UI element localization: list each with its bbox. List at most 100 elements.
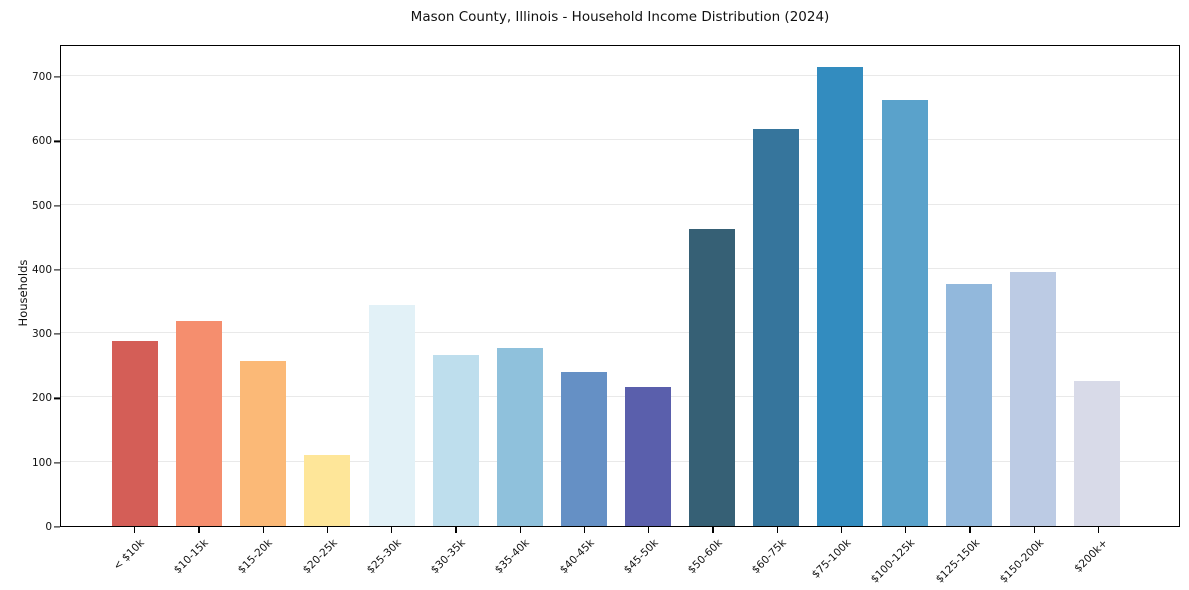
y-axis-label: Households bbox=[16, 259, 30, 327]
x-tick-mark bbox=[583, 527, 586, 533]
bar-slot bbox=[424, 46, 488, 526]
x-tick-mark bbox=[1033, 527, 1035, 533]
y-tick-mark bbox=[54, 76, 60, 78]
y-tick-mark bbox=[54, 140, 60, 142]
y-tick-mark bbox=[54, 526, 60, 528]
x-tick-mark bbox=[198, 527, 200, 533]
gridline bbox=[61, 139, 1179, 141]
y-tick-label: 300 bbox=[31, 328, 52, 341]
y-tick-mark bbox=[54, 462, 60, 464]
x-tick-mark bbox=[712, 527, 714, 533]
y-tick-mark bbox=[54, 205, 60, 207]
x-tick-label: $50-60k bbox=[685, 537, 725, 577]
x-tick-mark bbox=[326, 527, 329, 533]
bar-slot bbox=[295, 46, 359, 526]
bar-$35-40k bbox=[496, 347, 543, 526]
x-tick-label: < $10k bbox=[111, 537, 147, 573]
x-tick-slot: $150-200k bbox=[998, 527, 1066, 587]
bar-$20-25k bbox=[304, 454, 351, 526]
y-tick-label: 600 bbox=[31, 135, 52, 148]
bar-slot bbox=[103, 46, 167, 526]
x-tick-slot: $50-60k bbox=[680, 527, 744, 587]
bar-slot bbox=[873, 46, 937, 526]
bar-slot bbox=[360, 46, 424, 526]
x-tick-mark bbox=[776, 527, 778, 533]
x-tick-slot: $40-45k bbox=[552, 527, 616, 587]
x-tick-slot: $35-40k bbox=[488, 527, 552, 587]
bar-slot bbox=[488, 46, 552, 526]
y-tick-mark bbox=[54, 333, 60, 335]
x-tick-slot: $100-125k bbox=[869, 527, 937, 587]
bar-slot bbox=[552, 46, 616, 526]
x-tick-label: $25-30k bbox=[364, 537, 404, 577]
x-tick-label: $15-20k bbox=[236, 537, 276, 577]
x-tick-slot: < $10k bbox=[102, 527, 166, 587]
x-tick-label: $40-45k bbox=[557, 537, 597, 577]
gridline bbox=[61, 460, 1179, 462]
bar-$75-100k bbox=[817, 67, 864, 526]
bar-slot bbox=[231, 46, 295, 526]
x-tick-mark bbox=[262, 527, 264, 533]
x-tick-label: $100-125k bbox=[869, 537, 918, 586]
bar-$125-150k bbox=[945, 284, 992, 526]
y-tick-label: 500 bbox=[31, 199, 52, 212]
bar-slot bbox=[1065, 46, 1129, 526]
y-tick-label: 700 bbox=[31, 71, 52, 84]
x-tick-label: $45-50k bbox=[621, 537, 661, 577]
x-tick-slot: $60-75k bbox=[745, 527, 809, 587]
x-tick-slot: $25-30k bbox=[359, 527, 423, 587]
bar-$15-20k bbox=[240, 360, 287, 526]
x-tick-label: $20-25k bbox=[300, 537, 340, 577]
gridline bbox=[61, 75, 1179, 77]
chart-title: Mason County, Illinois - Household Incom… bbox=[410, 9, 830, 25]
bar-slot bbox=[167, 46, 231, 526]
plot-area bbox=[60, 45, 1180, 527]
bar-$30-35k bbox=[432, 355, 479, 526]
gridline bbox=[61, 203, 1179, 205]
y-tick-label: 200 bbox=[31, 392, 52, 405]
bar-slot bbox=[1001, 46, 1065, 526]
x-tick-label: $60-75k bbox=[750, 537, 790, 577]
bar-$10-15k bbox=[176, 321, 223, 526]
y-tick-mark bbox=[54, 269, 60, 271]
x-tick-label: $75-100k bbox=[809, 537, 854, 581]
x-tick-label: $30-35k bbox=[428, 537, 468, 577]
bar-slot bbox=[680, 46, 744, 526]
gridline bbox=[61, 396, 1179, 398]
bar-$150-200k bbox=[1009, 271, 1056, 526]
x-tick-label: $35-40k bbox=[493, 537, 533, 577]
bar-slot bbox=[744, 46, 808, 526]
x-tick-slot: $200k+ bbox=[1066, 527, 1130, 587]
bars-group bbox=[61, 46, 1179, 526]
y-tick-mark bbox=[54, 397, 60, 400]
x-tick-label: $10-15k bbox=[171, 537, 211, 577]
bar-$45-50k bbox=[625, 387, 672, 526]
gridline bbox=[61, 267, 1179, 269]
x-tick-mark bbox=[519, 527, 521, 533]
x-tick-mark bbox=[134, 527, 136, 533]
x-tick-mark bbox=[1097, 527, 1100, 533]
x-tick-mark bbox=[969, 527, 971, 533]
bar-slot bbox=[616, 46, 680, 526]
gridline bbox=[61, 332, 1179, 334]
x-tick-label: $150-200k bbox=[997, 537, 1047, 586]
x-tick-slot: $20-25k bbox=[295, 527, 359, 587]
bar-slot bbox=[808, 46, 872, 526]
x-tick-label: $200k+ bbox=[1072, 537, 1111, 575]
bar-$200k+ bbox=[1073, 380, 1120, 526]
y-tick-label: 100 bbox=[31, 456, 52, 469]
x-tick-mark bbox=[840, 527, 843, 533]
x-tick-mark bbox=[455, 527, 457, 533]
bar-$40-45k bbox=[560, 371, 607, 526]
x-tick-slot: $10-15k bbox=[166, 527, 230, 587]
bar-$60-75k bbox=[753, 129, 800, 526]
y-tick-label: 400 bbox=[31, 263, 52, 276]
x-tick-mark bbox=[905, 527, 907, 533]
x-tick-slot: $125-150k bbox=[933, 527, 1001, 587]
x-tick-slot: $15-20k bbox=[231, 527, 295, 587]
bar-$100-125k bbox=[881, 99, 928, 526]
x-tick-mark bbox=[391, 527, 393, 533]
x-tick-mark bbox=[648, 527, 650, 533]
bar-< $10k bbox=[112, 340, 159, 526]
